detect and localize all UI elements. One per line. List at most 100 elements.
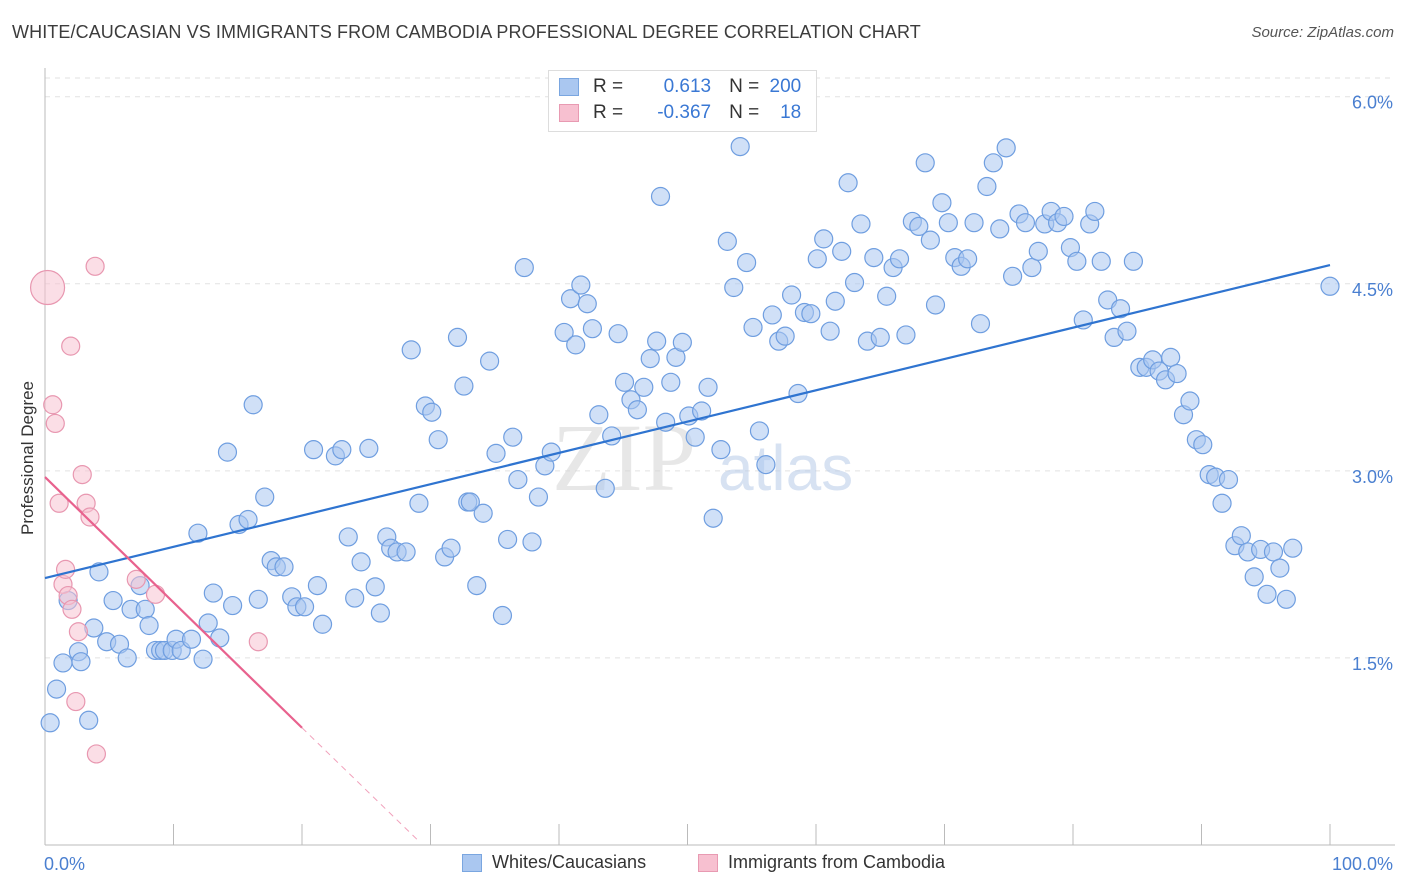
whites-point xyxy=(409,493,429,513)
whites-point xyxy=(977,176,997,197)
whites-point xyxy=(650,186,671,207)
legend-n-value-whites: 200 xyxy=(769,76,802,97)
whites-point xyxy=(915,153,935,173)
whites-point xyxy=(577,294,597,314)
whites-point xyxy=(1067,251,1087,271)
bottom-legend-cambodia: Immigrants from Cambodia xyxy=(698,852,945,873)
cambodia-point xyxy=(126,569,146,589)
whites-point xyxy=(53,653,73,673)
whites-point xyxy=(647,331,667,351)
whites-point xyxy=(825,291,845,311)
whites-point xyxy=(1320,276,1340,296)
whites-point xyxy=(672,332,692,352)
whites-point xyxy=(503,427,523,447)
whites-point xyxy=(756,455,776,475)
cambodia-point xyxy=(61,336,81,356)
legend-row-whites: R = 0.613 N = 200 xyxy=(559,75,801,99)
whites-point xyxy=(595,478,615,498)
whites-point xyxy=(692,401,712,421)
whites-point xyxy=(1270,558,1290,578)
whites-point xyxy=(447,327,468,348)
legend-r-label: R = xyxy=(593,102,624,123)
whites-point xyxy=(938,213,958,233)
legend-row-cambodia: R = -0.367 N = 18 xyxy=(559,101,801,125)
whites-point xyxy=(970,314,991,334)
whites-point xyxy=(428,430,448,450)
cambodia-point xyxy=(49,493,69,513)
whites-point xyxy=(730,136,750,157)
whites-point xyxy=(762,305,782,325)
cambodia-trend-line xyxy=(44,476,303,729)
whites-point xyxy=(1003,266,1023,286)
cambodia-point xyxy=(66,691,86,712)
whites-point xyxy=(351,552,371,572)
whites-point xyxy=(844,272,865,293)
whites-point xyxy=(711,440,731,460)
whites-point xyxy=(661,372,681,392)
whites-point xyxy=(243,395,263,415)
whites-point xyxy=(870,327,890,348)
whites-point xyxy=(1085,201,1105,222)
x-tick-label-max: 100.0% xyxy=(1332,854,1393,874)
whites-point xyxy=(1244,567,1264,587)
whites-point xyxy=(508,469,528,490)
whites-point xyxy=(193,649,213,669)
bottom-legend-swatch-cambodia xyxy=(698,853,718,872)
whites-point xyxy=(703,508,723,528)
whites-point xyxy=(370,603,390,623)
whites-point xyxy=(473,503,493,523)
whites-point xyxy=(983,153,1003,173)
legend-n-label: N = xyxy=(729,76,760,97)
whites-point xyxy=(71,652,91,672)
whites-point xyxy=(441,538,461,558)
watermark: ZIP atlas xyxy=(552,404,853,511)
whites-point xyxy=(401,340,421,360)
whites-point xyxy=(294,597,315,617)
whites-point xyxy=(698,377,718,397)
whites-point xyxy=(749,421,770,441)
cambodia-point xyxy=(80,507,100,527)
cambodia-point xyxy=(86,744,107,764)
whites-point xyxy=(1015,213,1036,233)
y-tick-label: 1.5% xyxy=(1352,654,1393,674)
cambodia-point xyxy=(248,632,268,652)
whites-point xyxy=(103,590,123,611)
whites-point xyxy=(338,527,358,547)
whites-point xyxy=(332,440,352,460)
whites-point xyxy=(396,542,416,562)
whites-point xyxy=(1161,347,1181,367)
whites-point xyxy=(1110,299,1131,319)
whites-point xyxy=(958,249,978,269)
whites-point xyxy=(460,492,480,512)
x-tick-labels: 0.0% 100.0% xyxy=(44,854,1393,874)
whites-point xyxy=(838,173,858,193)
y-tick-label: 3.0% xyxy=(1352,467,1393,487)
y-tick-labels: 1.5% 3.0% 4.5% 6.0% xyxy=(1352,93,1393,674)
whites-point xyxy=(566,335,586,355)
whites-point xyxy=(820,321,840,341)
legend-swatch-cambodia xyxy=(559,104,579,122)
whites-point xyxy=(889,249,910,269)
whites-point xyxy=(1167,363,1187,384)
bottom-legend-label-whites: Whites/Caucasians xyxy=(492,852,647,872)
whites-point xyxy=(909,216,929,237)
whites-point xyxy=(454,376,474,396)
whites-point xyxy=(303,440,324,460)
whites-point xyxy=(920,230,940,250)
legend-r-value-whites: 0.613 xyxy=(663,76,712,97)
whites-point xyxy=(1212,493,1232,513)
whites-point xyxy=(608,324,628,344)
whites-point xyxy=(359,438,379,459)
whites-trend-line xyxy=(44,264,1331,580)
whites-point xyxy=(498,529,518,550)
whites-point xyxy=(996,138,1016,158)
whites-point xyxy=(627,400,647,420)
whites-point xyxy=(775,326,795,346)
whites-point xyxy=(1123,251,1143,271)
whites-point xyxy=(1263,542,1284,562)
whites-point xyxy=(1283,538,1303,558)
whites-point xyxy=(851,214,871,234)
series-cambodia-points xyxy=(29,256,268,764)
correlation-legend: R = 0.613 N = 200 R = -0.367 N = 18 xyxy=(548,70,817,132)
grid xyxy=(45,77,1395,659)
